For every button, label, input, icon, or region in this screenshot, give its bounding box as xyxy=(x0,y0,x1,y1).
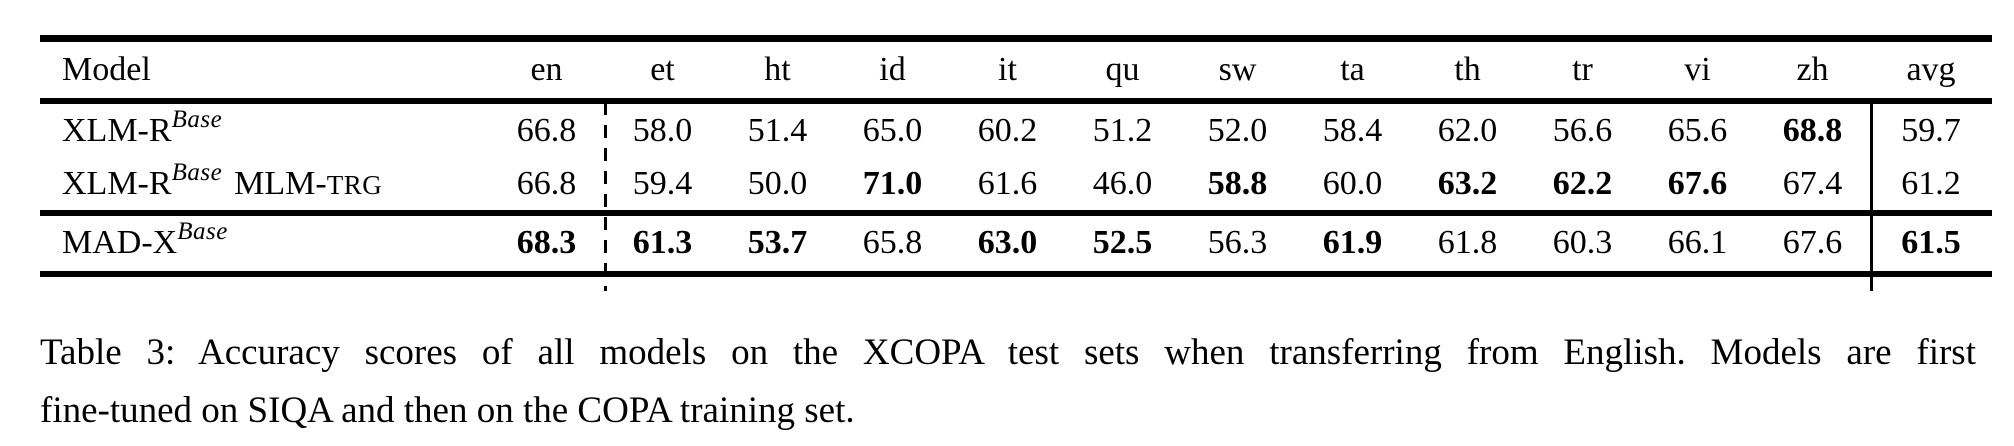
header-cell-ta: ta xyxy=(1295,38,1410,104)
header-cell-et: et xyxy=(605,38,720,104)
header-cell-sw: sw xyxy=(1180,38,1295,104)
table-group-xlmr: XLM-RBase 66.8 58.0 51.4 65.0 60.2 51.2 … xyxy=(40,101,1992,213)
model-suffix-smallcaps: TRG xyxy=(326,169,383,200)
data-cell: 66.1 xyxy=(1667,224,1728,261)
solid-column-separator xyxy=(1870,102,1873,291)
header-cell-avg: avg xyxy=(1870,38,1992,104)
header-cell-it: it xyxy=(950,38,1065,104)
table-caption: Table 3: Accuracy scores of all models o… xyxy=(40,324,1976,440)
table-row-madx-base: MAD-XBase 68.3 61.3 53.7 65.8 63.0 52.5 … xyxy=(40,213,1992,274)
data-cell: 58.0 xyxy=(632,111,693,149)
data-cell: 65.6 xyxy=(1667,111,1728,149)
data-cell: 61.3 xyxy=(632,224,693,261)
table-row-xlmr-base: XLM-RBase 66.8 58.0 51.4 65.0 60.2 51.2 … xyxy=(40,101,1992,158)
header-cell-tr: tr xyxy=(1525,38,1640,104)
dashed-column-separator xyxy=(604,102,607,291)
caption-line-2: fine-tuned on SIQA and then on the COPA … xyxy=(40,390,855,431)
header-cell-ht: ht xyxy=(720,38,835,104)
results-table-wrapper: Model en et ht id it qu sw ta th tr vi z… xyxy=(40,35,1992,291)
data-cell: 68.3 xyxy=(516,224,577,261)
data-cell: 62.2 xyxy=(1552,164,1613,202)
data-cell: 58.8 xyxy=(1207,164,1268,202)
data-cell: 66.8 xyxy=(516,164,577,202)
data-cell: 60.2 xyxy=(977,111,1038,149)
table-row-xlmr-base-mlm-trg: XLM-RBase MLM-TRG 66.8 59.4 50.0 71.0 61.… xyxy=(40,158,1992,213)
data-cell: 60.3 xyxy=(1552,224,1613,261)
header-cell-model: Model xyxy=(40,38,488,104)
data-cell: 61.6 xyxy=(977,164,1038,202)
data-cell: 65.8 xyxy=(862,224,923,261)
data-cell: 51.2 xyxy=(1092,111,1153,149)
model-superscript: Base xyxy=(177,218,228,245)
data-cell: 51.4 xyxy=(747,111,808,149)
data-cell: 61.5 xyxy=(1901,224,1961,261)
data-cell: 52.0 xyxy=(1207,111,1268,149)
data-cell: 62.0 xyxy=(1437,111,1498,149)
model-name: XLM-R xyxy=(62,111,172,149)
data-cell: 67.6 xyxy=(1667,164,1728,202)
data-cell: 67.4 xyxy=(1782,164,1843,202)
data-cell: 46.0 xyxy=(1092,164,1153,202)
header-cell-th: th xyxy=(1410,38,1525,104)
data-cell: 53.7 xyxy=(747,224,808,261)
model-cell: XLM-RBase MLM-TRG xyxy=(40,158,488,213)
header-cell-qu: qu xyxy=(1065,38,1180,104)
model-cell: MAD-XBase xyxy=(40,213,488,274)
header-cell-en: en xyxy=(488,38,605,104)
model-superscript: Base xyxy=(171,105,223,133)
header-cell-vi: vi xyxy=(1640,38,1755,104)
model-suffix: MLM- xyxy=(234,164,327,202)
data-cell: 65.0 xyxy=(862,111,923,149)
data-cell: 52.5 xyxy=(1092,224,1153,261)
data-cell: 59.7 xyxy=(1901,111,1961,149)
data-cell: 56.3 xyxy=(1207,224,1268,261)
header-cell-id: id xyxy=(835,38,950,104)
data-cell: 61.2 xyxy=(1901,164,1961,202)
data-cell: 50.0 xyxy=(747,164,808,202)
data-cell: 67.6 xyxy=(1782,224,1843,261)
data-cell: 71.0 xyxy=(862,164,923,202)
table-group-madx: MAD-XBase 68.3 61.3 53.7 65.8 63.0 52.5 … xyxy=(40,212,1992,274)
data-cell: 56.6 xyxy=(1552,111,1613,149)
data-cell: 61.8 xyxy=(1437,224,1498,261)
model-superscript: Base xyxy=(171,158,223,186)
data-cell: 59.4 xyxy=(632,164,693,202)
data-cell: 66.8 xyxy=(516,111,577,149)
data-cell: 63.2 xyxy=(1437,164,1498,202)
data-cell: 60.0 xyxy=(1322,164,1383,202)
data-cell: 61.9 xyxy=(1322,224,1383,261)
table-header-row: Model en et ht id it qu sw ta th tr vi z… xyxy=(40,38,1992,104)
header-cell-zh: zh xyxy=(1755,38,1870,104)
data-cell: 63.0 xyxy=(977,224,1038,261)
results-table: Model en et ht id it qu sw ta th tr vi z… xyxy=(40,35,1992,277)
data-cell: 68.8 xyxy=(1782,111,1843,149)
caption-line-1: Table 3: Accuracy scores of all models o… xyxy=(40,332,1976,373)
data-cell: 58.4 xyxy=(1322,111,1383,149)
model-cell: XLM-RBase xyxy=(40,101,488,158)
model-name: MAD-X xyxy=(62,224,178,261)
model-name: XLM-R xyxy=(62,164,172,202)
